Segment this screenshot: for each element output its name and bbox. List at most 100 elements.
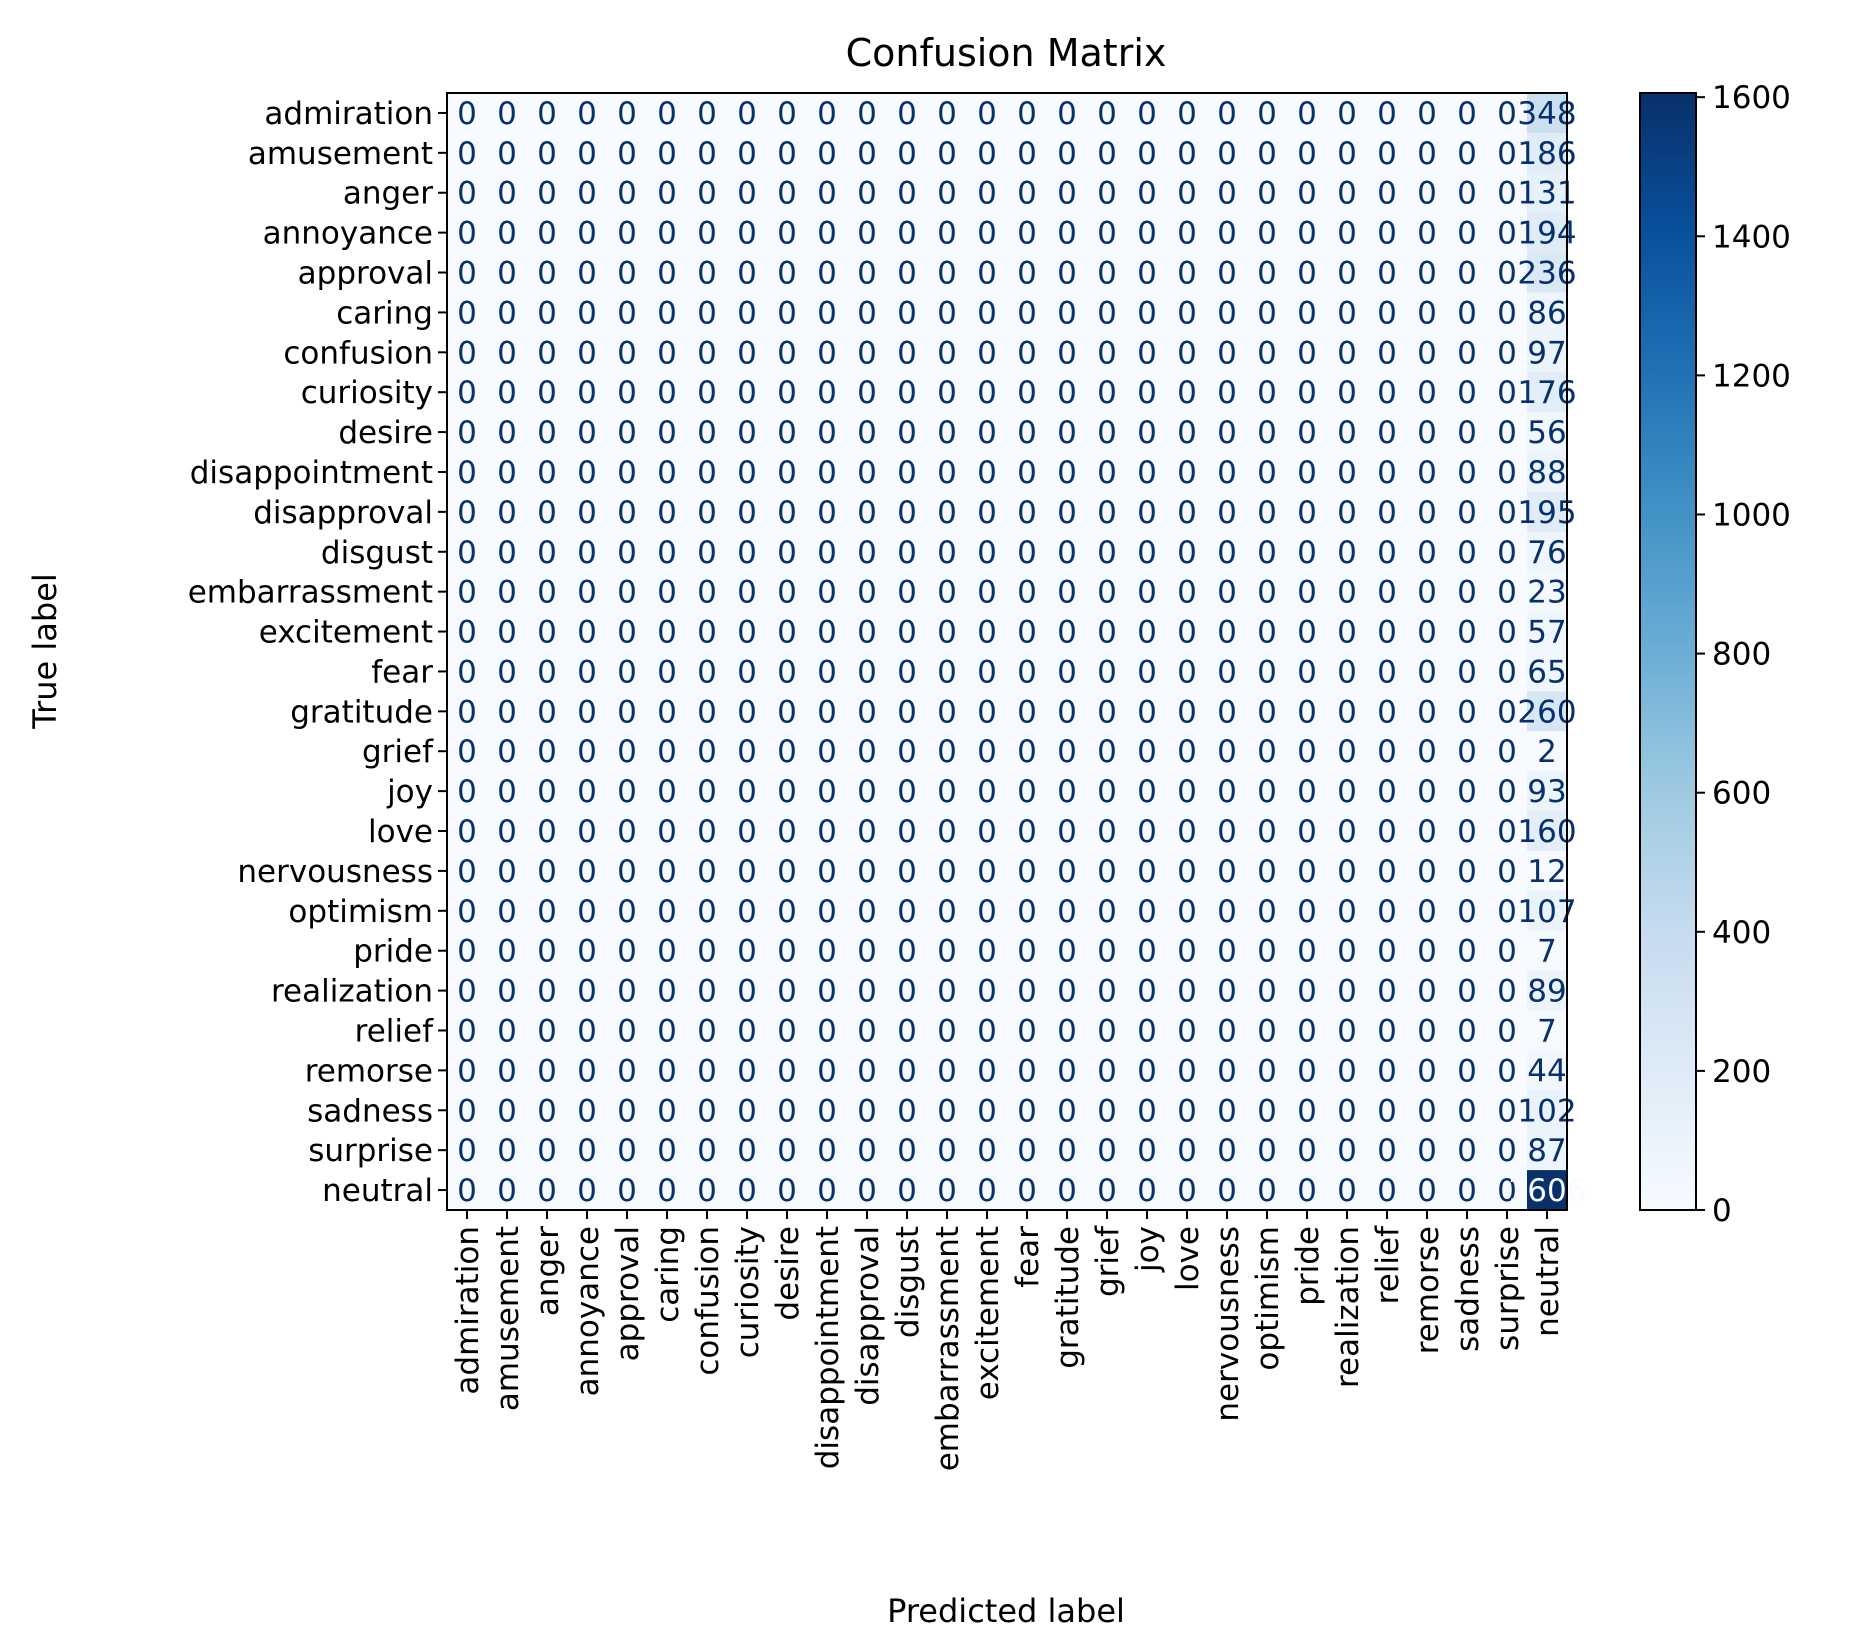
heatmap-cell xyxy=(1527,850,1568,892)
cell-value-label: 0 xyxy=(1417,415,1437,451)
heatmap-cell xyxy=(967,930,1008,972)
heatmap-cell xyxy=(1247,252,1288,293)
cell-value-label: 0 xyxy=(1337,1133,1357,1169)
cell-value-label: 0 xyxy=(1497,1093,1517,1129)
x-tick-label: approval xyxy=(610,1226,646,1361)
y-tick-label: anger xyxy=(343,176,433,212)
cell-value-label: 0 xyxy=(777,455,797,491)
heatmap-cell xyxy=(567,372,608,413)
cell-value-label: 0 xyxy=(817,1053,837,1089)
cell-value-label: 0 xyxy=(1017,1053,1037,1089)
cell-value-label: 0 xyxy=(1297,535,1317,571)
cell-value-label: 0 xyxy=(1337,1173,1357,1209)
heatmap-cell xyxy=(1407,611,1448,652)
cell-value-label: 0 xyxy=(1377,535,1397,571)
heatmap-cell xyxy=(1447,531,1488,573)
heatmap-cell xyxy=(807,372,848,413)
heatmap-cell xyxy=(967,372,1008,413)
heatmap-cell xyxy=(1207,1010,1248,1051)
heatmap-cell xyxy=(487,1170,528,1211)
cell-value-label: 0 xyxy=(977,1093,997,1129)
cell-value-label: 0 xyxy=(897,694,917,730)
cell-value-label: 0 xyxy=(537,375,557,411)
cell-value-label: 0 xyxy=(697,814,717,850)
cell-value-label: 1606 xyxy=(1508,1173,1587,1209)
cell-value-label: 0 xyxy=(617,974,637,1010)
heatmap-cell xyxy=(1247,491,1288,533)
heatmap-cell xyxy=(607,1170,648,1211)
heatmap-cell xyxy=(487,531,528,573)
heatmap-cell xyxy=(1487,452,1528,493)
heatmap-cell xyxy=(927,970,968,1012)
cell-value-label: 0 xyxy=(1177,176,1197,212)
heatmap-cell xyxy=(1447,1010,1488,1051)
heatmap-cell xyxy=(487,212,528,254)
heatmap-cell xyxy=(1127,252,1168,293)
cell-value-label: 0 xyxy=(617,615,637,651)
heatmap-cell xyxy=(1247,811,1288,852)
cell-value-label: 0 xyxy=(1177,96,1197,132)
cell-value-label: 0 xyxy=(857,415,877,451)
heatmap-cell xyxy=(1127,771,1168,812)
x-tick-label: realization xyxy=(1330,1226,1366,1388)
y-tick-label: love xyxy=(368,814,433,850)
heatmap-cell xyxy=(927,93,968,134)
heatmap-cell xyxy=(1527,412,1568,453)
cell-value-label: 0 xyxy=(1057,136,1077,172)
cell-value-label: 0 xyxy=(657,814,677,850)
cell-value-label: 0 xyxy=(657,96,677,132)
heatmap-cell xyxy=(807,890,848,932)
cell-value-label: 0 xyxy=(1177,415,1197,451)
heatmap-cell xyxy=(1207,611,1248,652)
cell-value-label: 0 xyxy=(1257,335,1277,371)
heatmap-cell xyxy=(1367,850,1408,892)
cell-value-label: 0 xyxy=(577,615,597,651)
cell-value-label: 0 xyxy=(897,934,917,970)
heatmap-cell xyxy=(1407,212,1448,254)
heatmap-cell xyxy=(807,811,848,852)
heatmap-cell xyxy=(807,1010,848,1051)
heatmap-cell xyxy=(1487,491,1528,533)
cell-value-label: 0 xyxy=(537,1053,557,1089)
heatmap-cell xyxy=(1047,372,1088,413)
cell-value-label: 0 xyxy=(1177,734,1197,770)
cell-value-label: 0 xyxy=(457,694,477,730)
heatmap-cell xyxy=(1367,811,1408,852)
heatmap-cell xyxy=(767,691,808,732)
heatmap-cell xyxy=(527,1130,568,1171)
cell-value-label: 0 xyxy=(1177,814,1197,850)
cell-value-label: 0 xyxy=(1457,375,1477,411)
cell-value-label: 0 xyxy=(1377,295,1397,331)
heatmap-cell xyxy=(1527,132,1568,174)
cell-value-label: 0 xyxy=(1377,495,1397,531)
cell-value-label: 0 xyxy=(577,375,597,411)
cell-value-label: 0 xyxy=(497,615,517,651)
cell-value-label: 0 xyxy=(497,575,517,611)
cell-value-label: 0 xyxy=(1097,176,1117,212)
heatmap-cell xyxy=(1087,1010,1128,1051)
heatmap-cell xyxy=(1487,93,1528,134)
cell-value-label: 0 xyxy=(1097,974,1117,1010)
heatmap-cell xyxy=(727,611,768,652)
cell-value-label: 0 xyxy=(1417,256,1437,292)
heatmap-cell xyxy=(1127,292,1168,333)
heatmap-cell xyxy=(1127,132,1168,174)
cell-value-label: 0 xyxy=(617,814,637,850)
cell-value-label: 0 xyxy=(537,335,557,371)
cell-value-label: 0 xyxy=(1217,615,1237,651)
heatmap-cell xyxy=(567,93,608,134)
cell-value-label: 0 xyxy=(457,1013,477,1049)
cell-value-label: 0 xyxy=(1377,974,1397,1010)
heatmap-cell xyxy=(927,811,968,852)
cell-value-label: 0 xyxy=(497,216,517,252)
heatmap-cell xyxy=(1047,1170,1088,1211)
heatmap-cell xyxy=(607,1090,648,1131)
cell-value-label: 0 xyxy=(1177,615,1197,651)
heatmap-cell xyxy=(1247,611,1288,652)
heatmap-cell xyxy=(727,252,768,293)
cell-value-label: 0 xyxy=(1057,1133,1077,1169)
heatmap-cell xyxy=(1167,372,1208,413)
cell-value-label: 0 xyxy=(1257,96,1277,132)
heatmap-cell xyxy=(567,571,608,613)
